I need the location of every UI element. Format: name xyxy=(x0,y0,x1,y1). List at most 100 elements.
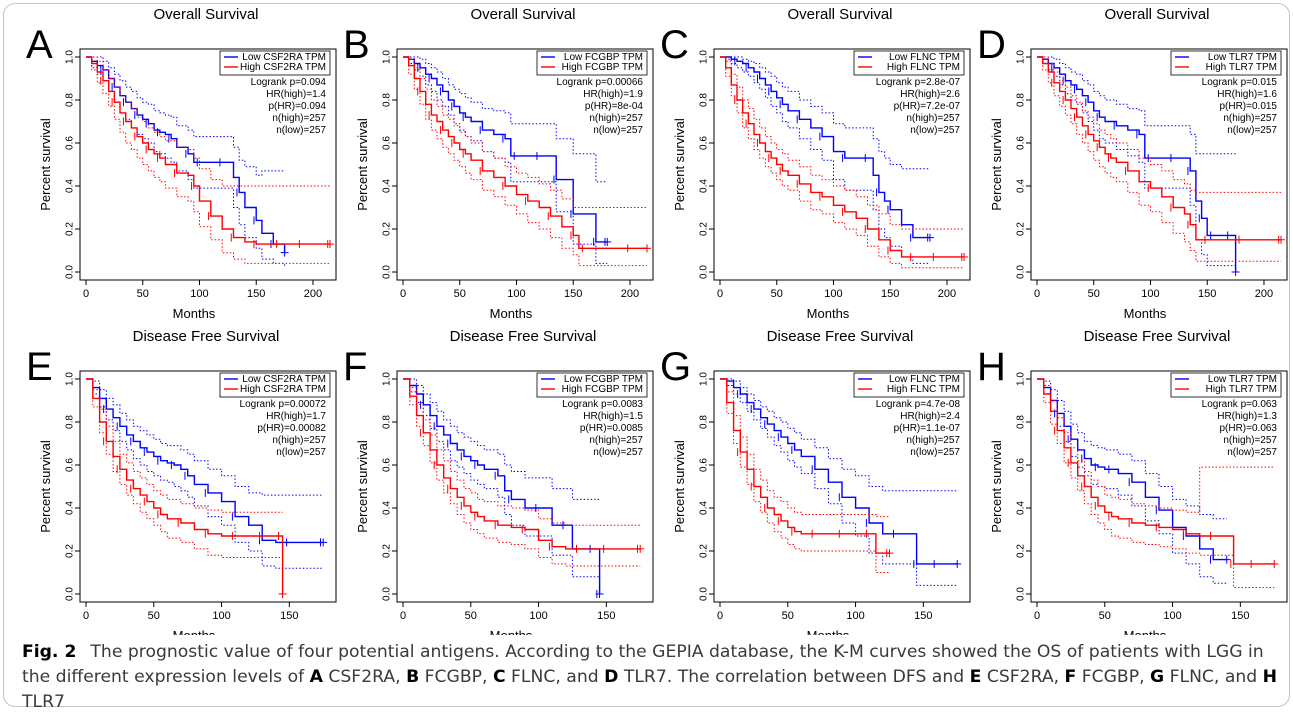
caption-segment: The prognostic value of four potential a… xyxy=(22,642,1264,687)
x-tick-label: 0 xyxy=(1034,610,1040,622)
chart-title: Overall Survival xyxy=(787,6,892,23)
x-tick-label: 200 xyxy=(938,288,956,300)
stat-annotation: Logrank p=0.00072 xyxy=(240,399,327,410)
y-tick-label: 0.0 xyxy=(382,587,393,601)
x-tick-label: 150 xyxy=(564,288,582,300)
x-tick-label: 150 xyxy=(597,610,615,622)
y-axis-label: Percent survival xyxy=(672,440,687,533)
x-axis-label: Months xyxy=(173,628,216,635)
stat-annotation: p(HR)=1.1e-07 xyxy=(894,423,961,434)
ci-lower-line xyxy=(86,56,330,264)
ci-upper-line xyxy=(1037,56,1281,193)
legend-label: High FLNC TPM xyxy=(887,62,960,73)
stat-annotation: Logrank p=0.063 xyxy=(1202,399,1278,410)
y-tick-label: 1.0 xyxy=(699,372,710,386)
y-tick-label: 0.2 xyxy=(382,544,393,558)
x-axis-label: Months xyxy=(490,628,533,635)
x-tick-label: 200 xyxy=(304,288,322,300)
x-tick-label: 150 xyxy=(1231,610,1249,622)
y-tick-label: 1.0 xyxy=(65,50,76,64)
stat-annotation: n(low)=257 xyxy=(276,125,326,136)
legend-label: High FLNC TPM xyxy=(887,384,960,395)
y-tick-label: 0.6 xyxy=(382,136,393,150)
y-axis-label: Percent survival xyxy=(989,440,1004,533)
y-tick-label: 0.4 xyxy=(699,501,710,515)
legend-label: Low FLNC TPM xyxy=(889,52,960,63)
plot-frame xyxy=(713,370,971,603)
panel-letter: G xyxy=(660,345,691,389)
survival-curve xyxy=(720,56,964,258)
legend-label: High TLR7 TPM xyxy=(1206,62,1277,73)
series-low xyxy=(720,378,962,586)
series-high xyxy=(1037,378,1279,588)
survival-curve xyxy=(1037,56,1281,241)
km-panel-e: E Disease Free Survival 0 50 100 150 Months 0.0… xyxy=(26,328,337,635)
km-panel-c: C Overall Survival 0 50 100 150 200 Months 0.0 0.… xyxy=(660,6,971,321)
y-tick-label: 1.0 xyxy=(65,372,76,386)
series-high xyxy=(720,378,894,573)
survival-curve xyxy=(403,56,647,249)
series-high xyxy=(86,56,334,264)
x-tick-label: 50 xyxy=(782,610,794,622)
legend-label: High CSF2RA TPM xyxy=(240,62,326,73)
survival-curve xyxy=(720,56,930,239)
ci-upper-line xyxy=(720,56,930,170)
y-tick-label: 0.0 xyxy=(1016,587,1027,601)
x-tick-label: 0 xyxy=(717,288,723,300)
x-axis-label: Months xyxy=(173,306,216,321)
stat-annotation: n(low)=257 xyxy=(593,125,643,136)
ci-lower-line xyxy=(1037,56,1281,262)
y-tick-label: 0.4 xyxy=(65,179,76,193)
panel-letter: F xyxy=(343,345,367,389)
y-tick-label: 1.0 xyxy=(1016,50,1027,64)
km-panel-f: F Disease Free Survival 0 50 100 150 Months 0.0… xyxy=(343,328,654,635)
x-axis-label: Months xyxy=(490,306,533,321)
stat-annotation: Logrank p=0.094 xyxy=(251,77,327,88)
series-low xyxy=(1037,56,1240,276)
legend-box xyxy=(1170,50,1282,76)
chart-title: Overall Survival xyxy=(153,6,258,23)
stat-annotation: n(high)=257 xyxy=(272,435,326,446)
x-tick-label: 0 xyxy=(83,288,89,300)
y-tick-label: 0.4 xyxy=(699,179,710,193)
y-tick-label: 0.2 xyxy=(699,222,710,236)
survival-curve xyxy=(86,378,284,594)
km-panel-b: B Overall Survival 0 50 100 150 200 Months 0.0 0.… xyxy=(343,6,654,321)
panel-letter: D xyxy=(977,23,1006,67)
x-tick-label: 50 xyxy=(148,610,160,622)
y-axis-label: Percent survival xyxy=(989,118,1004,211)
series-high xyxy=(403,378,645,567)
legend-label: Low FCGBP TPM xyxy=(564,374,643,385)
x-tick-label: 0 xyxy=(1034,288,1040,300)
stat-annotation: p(HR)=0.0085 xyxy=(580,423,644,434)
panel-letter: A xyxy=(26,23,53,67)
stat-annotation: Logrank p=2.8e-07 xyxy=(876,77,961,88)
x-tick-label: 100 xyxy=(846,610,864,622)
y-tick-label: 0.2 xyxy=(382,222,393,236)
x-tick-label: 0 xyxy=(400,288,406,300)
x-tick-label: 50 xyxy=(1099,610,1111,622)
stat-annotation: p(HR)=0.094 xyxy=(268,101,326,112)
plot-frame xyxy=(1030,48,1288,281)
y-tick-label: 0.8 xyxy=(65,415,76,429)
stat-annotation: n(high)=257 xyxy=(272,113,326,124)
x-tick-label: 150 xyxy=(247,288,265,300)
stat-annotation: HR(high)=2.6 xyxy=(900,89,960,100)
y-tick-label: 0.2 xyxy=(65,222,76,236)
plot-frame xyxy=(1030,370,1288,603)
legend-label: High FCGBP TPM xyxy=(562,384,643,395)
y-tick-label: 0.6 xyxy=(65,458,76,472)
ci-lower-line xyxy=(403,56,647,267)
ci-upper-line xyxy=(720,56,964,230)
stat-annotation: p(HR)=0.063 xyxy=(1219,423,1277,434)
series-high xyxy=(403,56,651,267)
panel-letter: C xyxy=(660,23,689,67)
y-tick-label: 0.2 xyxy=(699,544,710,558)
legend-label: High TLR7 TPM xyxy=(1206,384,1277,395)
caption-segment: CSF2RA, xyxy=(981,667,1065,687)
y-tick-label: 0.8 xyxy=(65,93,76,107)
series-high xyxy=(1037,56,1285,262)
y-tick-label: 0.8 xyxy=(699,93,710,107)
